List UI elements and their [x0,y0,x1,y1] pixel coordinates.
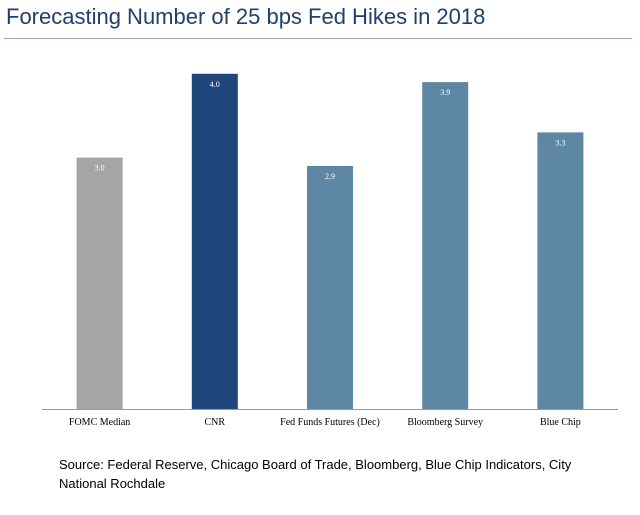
bar-value-label: 4.0 [210,80,220,89]
source-note: Source: Federal Reserve, Chicago Board o… [59,457,572,491]
category-label: Bloomberg Survey [407,417,483,428]
category-label-group: FOMC Median CNR Fed Funds Futures (Dec) Blo… [69,417,581,428]
bar-value-label: 2.9 [325,172,335,181]
category-label: Fed Funds Futures (Dec) [280,417,380,428]
bar-bloomberg-survey [422,82,469,409]
category-label: Blue Chip [540,417,581,428]
bar-chart: 3.0 4.0 2.9 3.9 3.3 FOMC Median CNR Fed Funds … [42,73,618,428]
category-label: CNR [205,417,226,428]
chart-title: Forecasting Number of 25 bps Fed Hikes i… [6,4,486,29]
bar-blue-chip [537,132,584,409]
bar-fomc-median [76,157,123,409]
bar-cnr [191,73,238,410]
bar-value-label: 3.0 [95,164,105,173]
data-label-group: 3.0 4.0 2.9 3.9 3.3 [95,80,566,181]
bar-group [76,73,584,410]
category-label: FOMC Median [69,417,130,428]
bar-value-label: 3.3 [555,138,565,147]
bar-value-label: 3.9 [440,88,450,97]
bar-fed-funds-futures-dec [307,166,353,409]
title-divider [4,38,632,39]
